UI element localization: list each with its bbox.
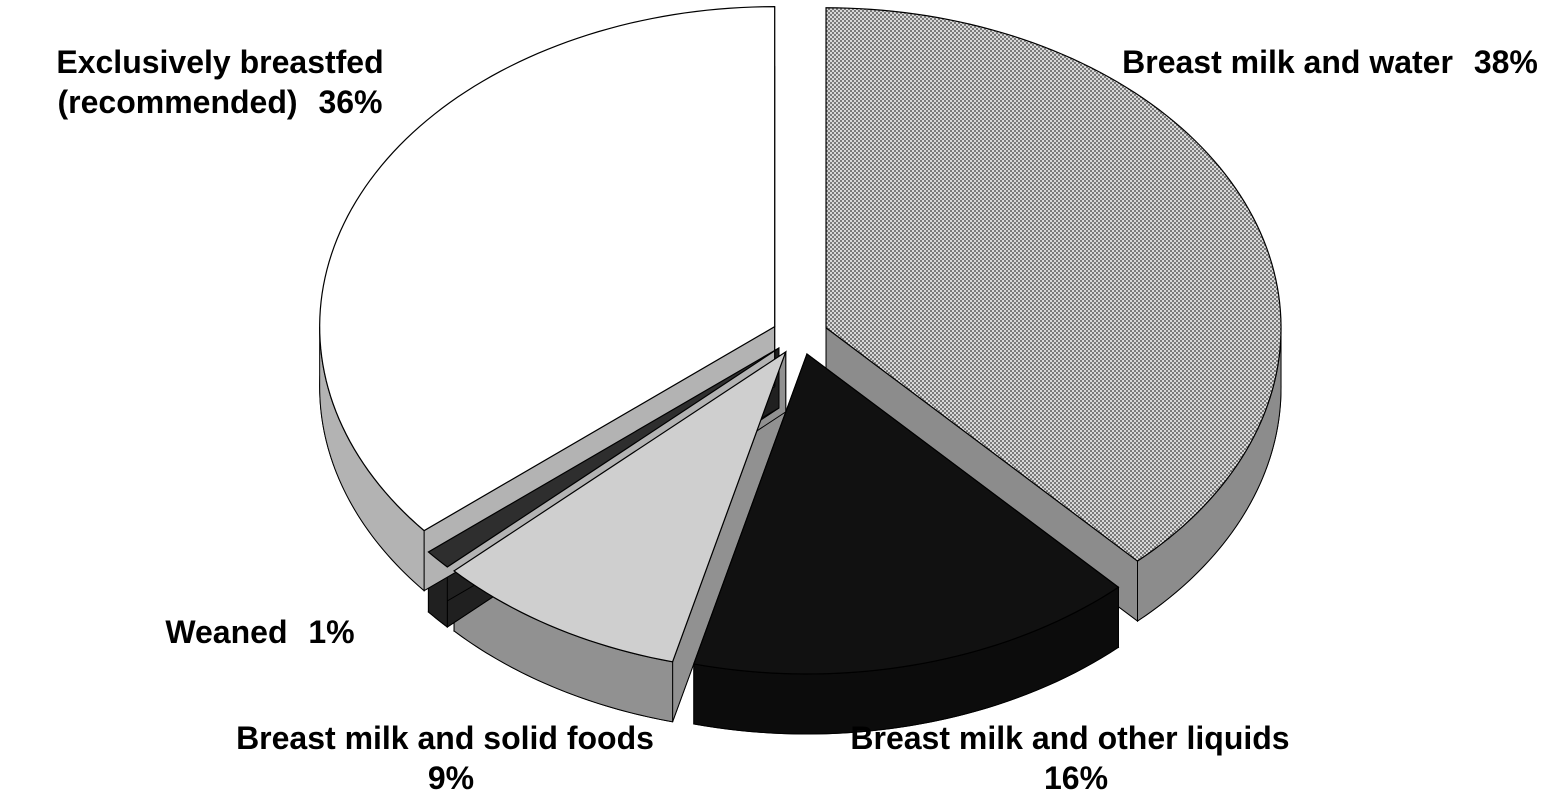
- slice: [692, 353, 1120, 675]
- slice-label: Breast milk and water 38%: [1110, 42, 1545, 82]
- value-label: 1%: [308, 614, 355, 650]
- category-label: Breast milk and water: [1122, 44, 1453, 80]
- slice: [319, 6, 776, 532]
- category-label: Weaned: [165, 614, 288, 650]
- value-label: 9%: [427, 760, 475, 796]
- slice-label: Weaned 1%: [110, 612, 410, 652]
- value-label: 36%: [318, 84, 383, 120]
- slice: [453, 350, 787, 663]
- slice-label: Breast milk and solid foods 9%: [220, 718, 670, 798]
- slice: [825, 7, 1282, 562]
- value-label: 38%: [1473, 44, 1538, 80]
- category-label: Breast milk and other liquids: [850, 720, 1290, 756]
- slice-label: Exclusively breastfed (recommended) 36%: [0, 42, 440, 122]
- category-label: Exclusively breastfed (recommended): [56, 44, 384, 120]
- value-label: 16%: [1043, 760, 1109, 796]
- category-label: Breast milk and solid foods: [236, 720, 654, 756]
- slice: [427, 347, 780, 568]
- slice-label: Breast milk and other liquids 16%: [830, 718, 1310, 798]
